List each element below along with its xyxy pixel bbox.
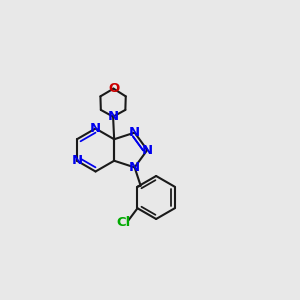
Text: N: N [107, 110, 119, 123]
Text: Cl: Cl [116, 216, 130, 229]
Text: N: N [90, 122, 101, 135]
Text: N: N [129, 126, 140, 139]
Text: N: N [129, 161, 140, 174]
Text: N: N [142, 143, 153, 157]
Text: N: N [71, 154, 82, 167]
Text: O: O [108, 82, 119, 95]
